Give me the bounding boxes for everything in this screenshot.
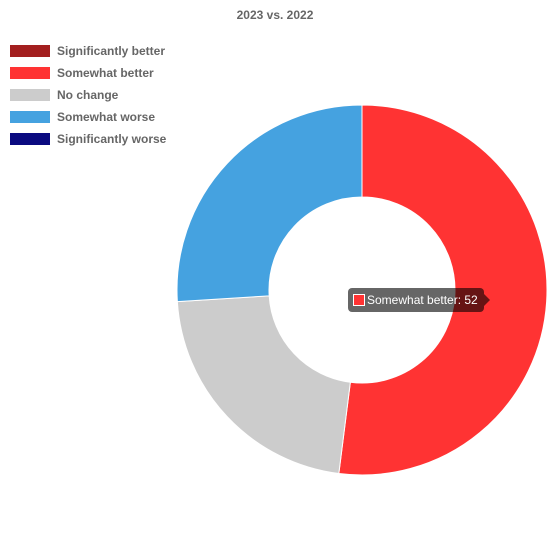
- legend-label: No change: [57, 88, 119, 102]
- chart-tooltip: Somewhat better: 52: [348, 288, 490, 312]
- tooltip-color-swatch: [353, 294, 365, 306]
- legend-swatch: [10, 89, 50, 101]
- slice-no-change[interactable]: [176, 295, 351, 475]
- legend-label: Significantly worse: [57, 132, 167, 146]
- chart-title: 2023 vs. 2022: [236, 8, 314, 22]
- legend-swatch: [10, 67, 50, 79]
- legend-item-significantly-better[interactable]: Significantly better: [10, 40, 166, 62]
- legend-item-significantly-worse[interactable]: Significantly worse: [10, 128, 166, 150]
- slice-somewhat-worse[interactable]: [176, 104, 363, 303]
- tooltip-text: Somewhat better: 52: [367, 293, 478, 307]
- legend-label: Somewhat better: [57, 66, 154, 80]
- legend-swatch: [10, 45, 50, 57]
- legend-item-somewhat-better[interactable]: Somewhat better: [10, 62, 166, 84]
- legend-item-no-change[interactable]: No change: [10, 84, 166, 106]
- slice-somewhat-better[interactable]: [338, 104, 548, 476]
- chart-legend: Significantly better Somewhat better No ch…: [10, 40, 166, 150]
- legend-item-somewhat-worse[interactable]: Somewhat worse: [10, 106, 166, 128]
- legend-swatch: [10, 133, 50, 145]
- legend-label: Significantly better: [57, 44, 166, 58]
- legend-swatch: [10, 111, 50, 123]
- legend-label: Somewhat worse: [57, 110, 156, 124]
